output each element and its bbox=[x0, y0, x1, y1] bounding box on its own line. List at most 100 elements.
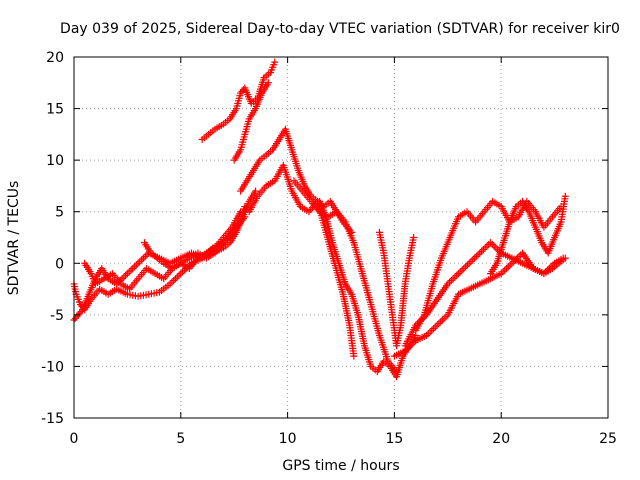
data-point bbox=[438, 316, 446, 324]
data-point bbox=[504, 263, 512, 271]
x-tick-label: 0 bbox=[70, 431, 79, 447]
data-point bbox=[252, 187, 260, 195]
series-11 bbox=[390, 249, 569, 360]
y-axis-label: SDTVAR / TECUs bbox=[6, 181, 22, 296]
data-point bbox=[426, 328, 434, 336]
series-12 bbox=[401, 239, 567, 350]
data-point bbox=[239, 215, 247, 223]
series-5 bbox=[230, 79, 272, 164]
data-point bbox=[241, 203, 249, 211]
data-point bbox=[129, 264, 137, 272]
grid bbox=[74, 57, 608, 418]
y-tick-label: 0 bbox=[55, 256, 64, 272]
data-point bbox=[431, 323, 439, 331]
x-tick-labels: 0 5 10 15 20 25 bbox=[70, 431, 617, 447]
y-tick-label: 10 bbox=[46, 153, 64, 169]
y-tick-label: 20 bbox=[46, 50, 64, 66]
data-point bbox=[350, 352, 358, 360]
data-point bbox=[171, 275, 179, 283]
data-point bbox=[469, 256, 477, 264]
y-tick-labels: -15 -10 -5 0 5 10 15 20 bbox=[41, 50, 64, 427]
data-point bbox=[481, 244, 489, 252]
data-point bbox=[138, 256, 146, 264]
chart-title: Day 039 of 2025, Sidereal Day-to-day VTE… bbox=[60, 21, 620, 37]
x-tick-label: 15 bbox=[385, 431, 403, 447]
data-point bbox=[488, 240, 496, 248]
series-7 bbox=[245, 161, 358, 360]
data-point bbox=[479, 246, 487, 254]
data-point bbox=[478, 247, 486, 255]
data-point bbox=[465, 259, 473, 267]
data-point bbox=[237, 208, 245, 216]
data-point bbox=[428, 326, 436, 334]
data-point bbox=[474, 251, 482, 259]
data-point bbox=[483, 242, 491, 250]
x-tick-label: 25 bbox=[599, 431, 617, 447]
data-point bbox=[175, 271, 183, 279]
data-point bbox=[433, 321, 441, 329]
data-point bbox=[77, 307, 85, 315]
data-point bbox=[264, 79, 272, 87]
y-tick-label: 5 bbox=[55, 205, 64, 221]
data-point bbox=[463, 261, 471, 269]
data-point bbox=[467, 258, 475, 266]
data-point bbox=[125, 268, 133, 276]
data-point bbox=[131, 263, 139, 271]
data-point bbox=[170, 276, 178, 284]
data-point bbox=[134, 259, 142, 267]
data-point bbox=[446, 278, 454, 286]
x-axis-label: GPS time / hours bbox=[282, 458, 399, 474]
data-point bbox=[501, 266, 509, 274]
data-point bbox=[503, 264, 511, 272]
plot-frame bbox=[73, 56, 609, 419]
data-point bbox=[462, 263, 470, 271]
data-point bbox=[123, 270, 131, 278]
data-point bbox=[435, 319, 443, 327]
x-tick-label: 10 bbox=[279, 431, 297, 447]
data-point bbox=[472, 252, 480, 260]
x-tick-label: 5 bbox=[176, 431, 185, 447]
data-point bbox=[132, 261, 140, 269]
data-point bbox=[430, 325, 438, 333]
data-point bbox=[271, 58, 279, 66]
data-point bbox=[449, 275, 457, 283]
data-point bbox=[476, 249, 484, 257]
data-point bbox=[458, 266, 466, 274]
y-tick-label: -15 bbox=[41, 411, 64, 427]
series-14 bbox=[487, 192, 569, 278]
series-13 bbox=[412, 197, 565, 334]
data-point bbox=[136, 258, 144, 266]
data-point bbox=[168, 278, 176, 286]
y-tick-label: 15 bbox=[46, 102, 64, 118]
data-point bbox=[561, 192, 569, 200]
data-point bbox=[471, 254, 478, 262]
data-point bbox=[487, 239, 495, 247]
data-point bbox=[456, 268, 464, 276]
data-marks bbox=[70, 58, 569, 381]
data-point bbox=[460, 264, 468, 272]
data-point bbox=[492, 244, 500, 252]
axis-ticks bbox=[73, 56, 609, 419]
data-point bbox=[410, 234, 418, 241]
data-point bbox=[139, 254, 147, 262]
data-point bbox=[490, 242, 498, 250]
y-tick-label: -10 bbox=[41, 359, 64, 375]
data-point bbox=[437, 318, 445, 326]
data-point bbox=[177, 270, 185, 278]
data-point bbox=[179, 268, 187, 276]
series-3 bbox=[140, 213, 249, 272]
data-point bbox=[451, 273, 459, 281]
data-point bbox=[453, 271, 461, 279]
data-point bbox=[173, 273, 181, 281]
y-tick-label: -5 bbox=[50, 308, 64, 324]
data-point bbox=[120, 273, 128, 281]
series-10 bbox=[375, 228, 418, 350]
data-point bbox=[506, 261, 514, 269]
data-point bbox=[241, 213, 249, 221]
x-tick-label: 20 bbox=[492, 431, 510, 447]
data-point bbox=[447, 276, 455, 284]
data-point bbox=[454, 270, 462, 278]
data-point bbox=[127, 266, 135, 274]
data-point bbox=[559, 254, 567, 262]
